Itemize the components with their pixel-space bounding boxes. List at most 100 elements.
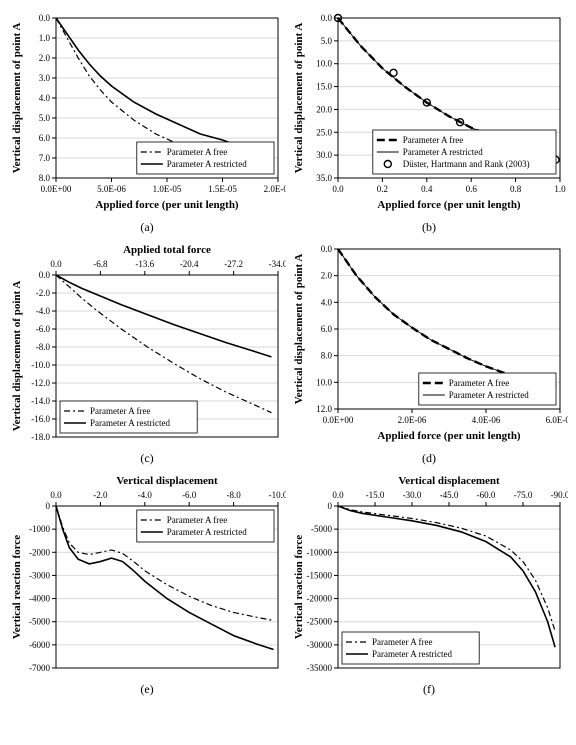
svg-text:-13.6: -13.6 [135,259,154,269]
svg-text:Parameter A free: Parameter A free [403,135,463,145]
svg-text:0.0: 0.0 [332,184,344,194]
svg-text:-8.0: -8.0 [226,490,241,500]
svg-text:0.8: 0.8 [510,184,522,194]
svg-text:2.0E-06: 2.0E-06 [398,415,427,425]
svg-text:Parameter A free: Parameter A free [90,406,150,416]
svg-text:-3000: -3000 [29,570,50,580]
svg-text:-27.2: -27.2 [224,259,243,269]
svg-text:-2.0: -2.0 [36,288,51,298]
svg-text:6.0: 6.0 [321,324,333,334]
svg-text:-10.0: -10.0 [31,360,50,370]
svg-text:Parameter A free: Parameter A free [167,515,227,525]
svg-text:Vertical displacement of point: Vertical displacement of point A [11,23,23,174]
svg-text:Vertical displacement: Vertical displacement [116,475,218,487]
svg-text:-10000: -10000 [307,547,333,557]
svg-text:10.0: 10.0 [316,59,332,69]
svg-text:-6000: -6000 [29,640,50,650]
svg-text:Applied total force: Applied total force [123,244,211,256]
panel-f: 0-5000-10000-15000-20000-25000-30000-350… [290,470,568,697]
chart-grid: 0.0 1.0 2.0 3.0 4.0 5.0 6.0 7.0 8.0 0.0E+00 5.0E-0… [8,8,568,697]
svg-text:Parameter A free: Parameter A free [372,637,432,647]
svg-text:0.0: 0.0 [39,13,51,23]
svg-text:-5000: -5000 [29,617,50,627]
svg-text:0.6: 0.6 [466,184,478,194]
svg-text:Vertical reaction force: Vertical reaction force [11,535,23,639]
svg-text:6.0: 6.0 [39,133,51,143]
svg-text:-6.8: -6.8 [93,259,108,269]
svg-text:0.0: 0.0 [321,13,333,23]
caption-e: (e) [140,682,153,697]
caption-b: (b) [422,220,436,235]
svg-text:-2.0: -2.0 [93,490,108,500]
svg-text:-14.0: -14.0 [31,396,50,406]
svg-text:0.0E+00: 0.0E+00 [323,415,354,425]
svg-text:0.0: 0.0 [50,490,62,500]
svg-text:8.0: 8.0 [321,351,333,361]
svg-text:-1000: -1000 [29,524,50,534]
svg-text:0: 0 [328,501,333,511]
caption-f: (f) [423,682,435,697]
svg-text:1.0E-05: 1.0E-05 [153,184,182,194]
svg-text:-60.0: -60.0 [477,490,496,500]
svg-text:5.0: 5.0 [39,113,51,123]
svg-text:-30000: -30000 [307,640,333,650]
svg-text:4.0E-06: 4.0E-06 [472,415,501,425]
svg-text:Vertical displacement of point: Vertical displacement of point A [293,23,305,174]
svg-text:-6.0: -6.0 [36,324,51,334]
svg-text:7.0: 7.0 [39,153,51,163]
svg-text:-7000: -7000 [29,663,50,673]
svg-text:25.0: 25.0 [316,127,332,137]
svg-text:-4.0: -4.0 [138,490,153,500]
svg-text:0.0: 0.0 [39,270,51,280]
svg-text:30.0: 30.0 [316,150,332,160]
svg-text:0: 0 [46,501,51,511]
caption-a: (a) [140,220,153,235]
svg-text:-8.0: -8.0 [36,342,51,352]
svg-text:6.0E-06: 6.0E-06 [546,415,568,425]
svg-text:2.0E-05: 2.0E-05 [264,184,286,194]
svg-text:-30.0: -30.0 [403,490,422,500]
svg-text:Parameter A restricted: Parameter A restricted [403,147,483,157]
svg-text:-35000: -35000 [307,663,333,673]
svg-text:0.4: 0.4 [421,184,433,194]
svg-text:5.0E-06: 5.0E-06 [97,184,126,194]
svg-text:Parameter A restricted: Parameter A restricted [449,390,529,400]
svg-text:15.0: 15.0 [316,82,332,92]
svg-text:Düster, Hartmann and Rank (200: Düster, Hartmann and Rank (2003) [403,159,530,169]
svg-text:0.0E+00: 0.0E+00 [41,184,72,194]
svg-text:0.0: 0.0 [50,259,62,269]
svg-text:-16.0: -16.0 [31,414,50,424]
svg-text:4.0: 4.0 [39,93,51,103]
caption-d: (d) [422,451,436,466]
panel-c: 0.0-2.0-4.0-6.0-8.0-10.0-12.0-14.0-16.0-… [8,239,286,466]
svg-text:5.0: 5.0 [321,36,333,46]
svg-text:-5000: -5000 [311,524,332,534]
svg-text:0.0: 0.0 [321,244,333,254]
svg-text:-15.0: -15.0 [366,490,385,500]
svg-text:35.0: 35.0 [316,173,332,183]
svg-text:-10.0: -10.0 [269,490,286,500]
svg-text:2.0: 2.0 [39,53,51,63]
svg-text:-75.0: -75.0 [514,490,533,500]
svg-text:1.0: 1.0 [39,33,51,43]
svg-text:0.2: 0.2 [377,184,388,194]
svg-text:-4000: -4000 [29,594,50,604]
svg-text:1.0: 1.0 [554,184,566,194]
svg-text:Vertical displacement of point: Vertical displacement of point A [11,281,23,432]
svg-text:-6.0: -6.0 [182,490,197,500]
svg-text:-20000: -20000 [307,594,333,604]
svg-text:3.0: 3.0 [39,73,51,83]
svg-text:4.0: 4.0 [321,297,333,307]
svg-text:1.5E-05: 1.5E-05 [208,184,237,194]
svg-text:20.0: 20.0 [316,104,332,114]
svg-text:-15000: -15000 [307,570,333,580]
svg-text:Parameter A restricted: Parameter A restricted [372,649,452,659]
svg-text:Applied force (per unit length: Applied force (per unit length) [95,199,239,211]
svg-text:Parameter A free: Parameter A free [449,378,509,388]
svg-text:12.0: 12.0 [316,404,332,414]
svg-text:Vertical displacement of point: Vertical displacement of point A [293,254,305,405]
svg-text:2.0: 2.0 [321,271,333,281]
svg-text:0.0: 0.0 [332,490,344,500]
caption-c: (c) [140,451,153,466]
svg-text:-34.0: -34.0 [269,259,286,269]
